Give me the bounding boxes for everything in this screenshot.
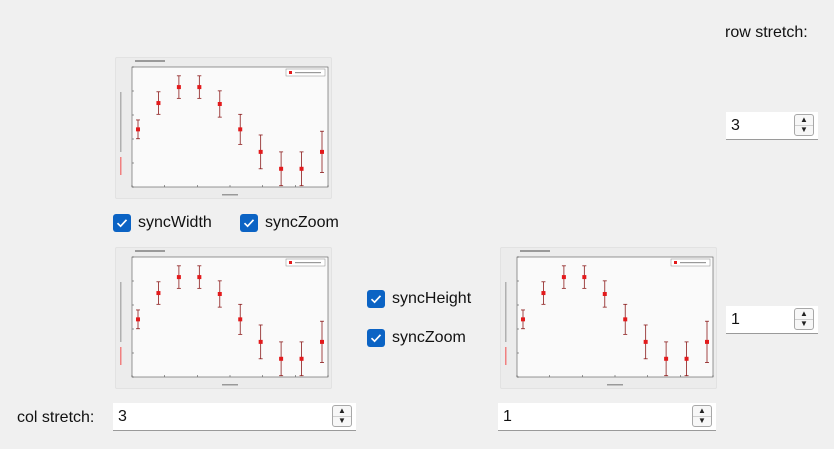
data-point [299, 356, 304, 361]
data-point [197, 85, 202, 90]
data-point [136, 127, 140, 132]
checkbox-box [367, 290, 385, 308]
data-point [705, 339, 709, 344]
ylabel-accent-mark [120, 347, 122, 365]
plot-area [516, 256, 714, 378]
data-point [582, 275, 587, 280]
spin-buttons: ▲ ▼ [332, 405, 352, 427]
chart-svg [120, 60, 329, 196]
data-point [320, 149, 324, 154]
plot-top-left[interactable] [115, 57, 332, 199]
sync-zoom-checkbox-top[interactable]: syncZoom [240, 214, 339, 232]
checkbox-box [367, 329, 385, 347]
plot-area [131, 66, 329, 188]
chart-svg [505, 250, 714, 386]
data-point [541, 291, 546, 296]
chevron-up-icon[interactable]: ▲ [800, 114, 808, 124]
ylabel-accent-mark [505, 347, 507, 365]
chevron-up-icon[interactable]: ▲ [338, 405, 346, 415]
data-point [320, 339, 324, 344]
row-stretch-top-value: 3 [731, 117, 740, 134]
data-point [664, 356, 669, 361]
data-point [623, 317, 628, 322]
chart-svg [120, 250, 329, 386]
checkbox-label: syncHeight [392, 290, 472, 307]
data-point [176, 85, 181, 90]
data-point [602, 291, 607, 296]
data-point [238, 317, 243, 322]
legend-text-mark [680, 262, 706, 264]
data-point [217, 291, 222, 296]
data-point [561, 275, 566, 280]
spin-buttons: ▲ ▼ [794, 114, 814, 136]
title-mark [135, 60, 165, 62]
check-icon [370, 295, 382, 304]
data-point [238, 127, 243, 132]
row-stretch-top-spinbox[interactable]: 3 ▲ ▼ [726, 112, 818, 140]
data-point [643, 339, 648, 344]
data-point [258, 149, 263, 154]
col-stretch-left-value: 3 [118, 408, 127, 425]
col-stretch-right-spinbox[interactable]: 1 ▲ ▼ [498, 403, 716, 431]
title-mark [520, 250, 550, 252]
spin-buttons: ▲ ▼ [794, 308, 814, 330]
data-point [136, 317, 140, 322]
data-point [258, 339, 263, 344]
row-stretch-label: row stretch: [725, 24, 808, 41]
check-icon [243, 219, 255, 228]
checkbox-label: syncZoom [392, 329, 466, 346]
col-stretch-left-spinbox[interactable]: 3 ▲ ▼ [113, 403, 356, 431]
data-point [197, 275, 202, 280]
legend-text-mark [295, 262, 321, 264]
spin-buttons: ▲ ▼ [692, 405, 712, 427]
ylabel-accent-mark [120, 157, 122, 175]
legend-marker [289, 261, 292, 264]
plot-area [131, 256, 329, 378]
check-icon [116, 219, 128, 228]
checkbox-box [113, 214, 131, 232]
data-point [299, 166, 304, 171]
data-point [217, 101, 222, 106]
row-stretch-bottom-spinbox[interactable]: 1 ▲ ▼ [726, 306, 818, 334]
chevron-up-icon[interactable]: ▲ [698, 405, 706, 415]
row-stretch-bottom-value: 1 [731, 311, 740, 328]
legend-marker [674, 261, 677, 264]
checkbox-label: syncZoom [265, 214, 339, 231]
check-icon [370, 334, 382, 343]
data-point [279, 166, 284, 171]
data-point [176, 275, 181, 280]
checkbox-label: syncWidth [138, 214, 212, 231]
xlabel-mark [222, 194, 238, 196]
legend-text-mark [295, 72, 321, 74]
data-point [279, 356, 284, 361]
col-stretch-right-value: 1 [503, 408, 512, 425]
ylabel-mark [505, 282, 507, 342]
legend-marker [289, 71, 292, 74]
title-mark [135, 250, 165, 252]
chevron-up-icon[interactable]: ▲ [800, 308, 808, 318]
chevron-down-icon[interactable]: ▼ [693, 415, 711, 427]
sync-zoom-checkbox-middle[interactable]: syncZoom [367, 329, 466, 347]
chevron-down-icon[interactable]: ▼ [795, 318, 813, 330]
col-stretch-label: col stretch: [17, 409, 95, 426]
data-point [156, 291, 161, 296]
xlabel-mark [222, 384, 238, 386]
plot-bottom-left[interactable] [115, 247, 332, 389]
data-point [156, 101, 161, 106]
chevron-down-icon[interactable]: ▼ [333, 415, 351, 427]
data-point [521, 317, 525, 322]
ylabel-mark [120, 92, 122, 152]
xlabel-mark [607, 384, 623, 386]
chevron-down-icon[interactable]: ▼ [795, 124, 813, 136]
sync-width-checkbox-top[interactable]: syncWidth [113, 214, 212, 232]
data-point [684, 356, 689, 361]
sync-height-checkbox[interactable]: syncHeight [367, 290, 471, 308]
plot-bottom-right[interactable] [500, 247, 717, 389]
checkbox-box [240, 214, 258, 232]
ylabel-mark [120, 282, 122, 342]
